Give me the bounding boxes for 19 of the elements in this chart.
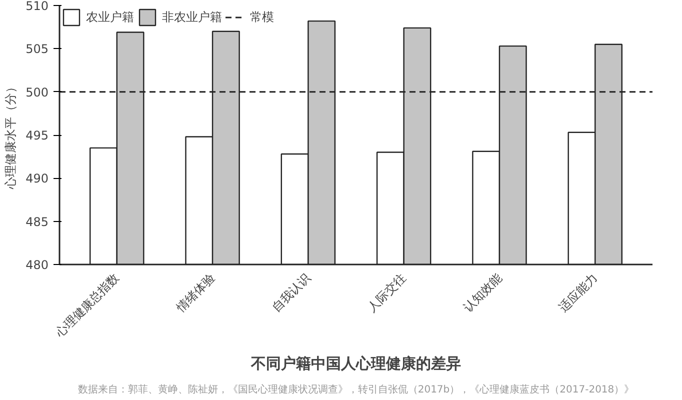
- x-tick-label: 心理健康总指数: [52, 270, 122, 341]
- text: 不同户籍中国人心理健康的差异: [250, 354, 461, 372]
- text: 数据来自：郭菲、黄峥、陈祉妍，《国民心理健康状况调查》，转引自张侃（2017b），《心理健康蓝皮书（2017-2018）》: [78, 384, 634, 396]
- y-axis-title: 心理健康水平（分）: [4, 81, 18, 190]
- x-tick-label: 自我认识: [269, 270, 314, 314]
- y-tick-label: 500: [26, 85, 48, 100]
- legend-label: 非农业户籍: [162, 8, 222, 26]
- y-tick-label: 485: [26, 214, 48, 229]
- y-tick-label: 505: [26, 42, 48, 56]
- y-tick-label: 480: [26, 258, 48, 272]
- legend-label: 常模: [250, 8, 274, 26]
- x-tick-label: 情绪体验: [172, 270, 218, 316]
- x-tick-label: 适应能力: [556, 270, 600, 314]
- y-tick-label: 510: [26, 0, 48, 13]
- x-tick-label: 人际交往: [364, 270, 409, 314]
- x-tick-label: 认知效能: [460, 270, 504, 314]
- y-tick-label: 490: [26, 172, 48, 186]
- y-tick-label: 495: [26, 128, 48, 142]
- legend-label: 农业户籍: [86, 8, 134, 26]
